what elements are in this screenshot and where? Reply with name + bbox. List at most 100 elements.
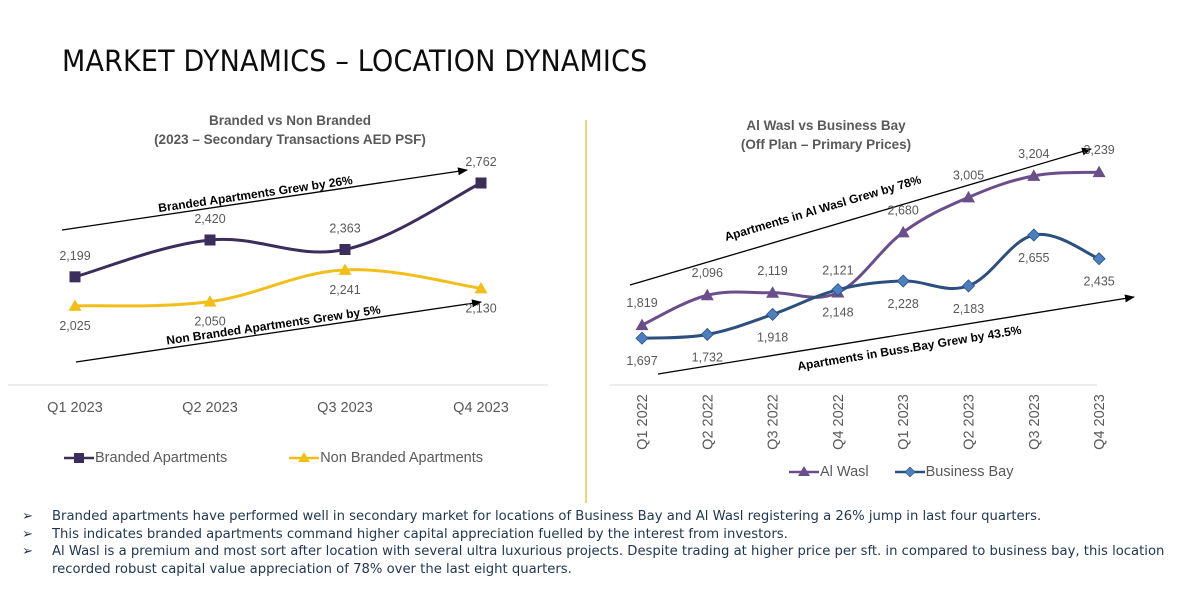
data-label: 3,204	[1018, 147, 1049, 161]
triangle-data-marker	[635, 318, 649, 331]
legend-triangle-marker-icon	[289, 451, 320, 465]
legend-square-marker-icon	[64, 451, 94, 465]
diamond-data-marker	[1092, 252, 1106, 266]
data-label: 1,918	[757, 330, 788, 344]
chart-branded-vs-non-branded: Branded Apartments Grew by 26%Non Brande…	[8, 155, 548, 416]
diamond-data-marker	[766, 307, 780, 321]
square-data-marker	[339, 244, 351, 255]
x-tick-label: Q2 2023	[962, 394, 978, 450]
series-line-branded-apartments	[74, 181, 482, 279]
insight-text: Branded apartments have performed well i…	[52, 509, 1042, 524]
diamond-data-marker	[1027, 228, 1041, 242]
annotation-business-bay-growth: Apartments in Buss.Bay Grew by 43.5%	[796, 323, 1022, 374]
x-tick-label: Q2 2022	[700, 394, 716, 450]
triangle-data-marker	[700, 288, 714, 301]
triangle-data-marker	[338, 263, 352, 275]
x-tick-label: Q1 2022	[635, 394, 651, 450]
diamond-data-marker	[961, 279, 976, 293]
data-label: 2,420	[194, 212, 225, 226]
section-divider	[585, 120, 587, 503]
data-label: 3,239	[1083, 143, 1114, 157]
insight-text: This indicates branded apartments comman…	[52, 526, 788, 542]
legend-item-business-bay: Business Bay	[894, 464, 1014, 480]
x-tick-label: Q2 2023	[182, 400, 238, 416]
data-label: 2,183	[953, 302, 984, 316]
data-label: 2,119	[757, 264, 787, 278]
x-tick-label: Q3 2022	[766, 394, 782, 450]
chart-2-legend: Al Wasl Business Bay	[789, 464, 1013, 480]
chart-1-title-block: Branded vs Non Branded (2023 – Secondary…	[140, 111, 440, 149]
x-tick-label: Q4 2022	[831, 394, 847, 450]
growth-arrow-business-bay	[657, 294, 1135, 375]
legend-diamond-marker-icon	[894, 465, 925, 479]
data-label: 1,732	[692, 350, 723, 364]
x-tick-label: Q1 2023	[896, 394, 912, 450]
data-label: 2,762	[465, 155, 496, 169]
insight-item: ➢ Al Wasl is a premium and most sort aft…	[22, 543, 1182, 578]
triangle-data-marker	[766, 286, 780, 298]
insight-item: ➢ This indicates branded apartments comm…	[22, 526, 1182, 544]
x-tick-label: Q3 2023	[317, 400, 373, 416]
data-label: 1,697	[626, 354, 657, 368]
data-label: 2,130	[465, 301, 496, 315]
chart-2-title: Al Wasl vs Business Bay	[746, 118, 906, 133]
series-line-al-wasl	[641, 170, 1100, 327]
triangle-data-marker	[474, 281, 488, 294]
chart-1-title: Branded vs Non Branded	[208, 113, 372, 128]
chart-alwasl-vs-business-bay: Apartments in Al Wasl Grew by 78%Apartme…	[610, 143, 1135, 450]
diamond-data-marker	[831, 283, 845, 297]
chart-2-title-block: Al Wasl vs Business Bay (Off Plan – Prim…	[676, 116, 976, 154]
diamond-data-marker	[635, 331, 649, 345]
data-label: 2,096	[692, 266, 723, 280]
data-label: 2,228	[888, 297, 919, 311]
square-data-marker	[475, 177, 487, 189]
data-label: 2,199	[59, 249, 90, 263]
data-label: 2,363	[329, 222, 360, 236]
legend-triangle-marker-icon	[789, 465, 819, 479]
data-label: 2,435	[1083, 275, 1114, 289]
chart-2-subtitle: (Off Plan – Primary Prices)	[740, 137, 912, 152]
triangle-data-marker	[896, 225, 910, 238]
legend-label-non-branded: Non Branded Apartments	[320, 450, 484, 466]
series-line-non-branded-apartments	[74, 268, 482, 308]
insight-item: ➢ Branded apartments have performed well…	[22, 508, 1182, 526]
data-label: 2,025	[59, 319, 90, 333]
data-label: 3,005	[953, 168, 984, 182]
growth-arrow-branded	[61, 167, 468, 231]
growth-arrow-al-wasl	[629, 147, 1092, 286]
growth-arrow-non-branded	[75, 299, 482, 363]
chart-1-legend: Branded Apartments Non Branded Apartment…	[64, 450, 483, 466]
data-label: 2,680	[888, 203, 919, 217]
legend-label-business-bay: Business Bay	[925, 464, 1014, 480]
legend-label-al-wasl: Al Wasl	[820, 464, 869, 480]
x-tick-label: Q4 2023	[453, 400, 509, 416]
legend-item-al-wasl: Al Wasl	[789, 464, 869, 480]
arrow-bullet-icon: ➢	[22, 509, 34, 524]
annotation-branded-growth: Branded Apartments Grew by 26%	[157, 173, 354, 215]
triangle-data-marker	[1027, 169, 1041, 181]
page-title: MARKET DYNAMICS – LOCATION DYNAMICS	[62, 44, 648, 78]
data-label: 2,241	[329, 283, 360, 297]
diamond-data-marker	[700, 327, 714, 342]
insights-list: ➢ Branded apartments have performed well…	[22, 508, 1182, 578]
x-tick-label: Q1 2023	[47, 400, 103, 416]
chart-1-subtitle: (2023 – Secondary Transactions AED PSF)	[154, 132, 426, 147]
legend-item-non-branded: Non Branded Apartments	[289, 450, 483, 466]
data-label: 1,819	[626, 296, 657, 310]
x-tick-label: Q4 2023	[1092, 394, 1108, 450]
data-label: 2,655	[1018, 251, 1049, 265]
triangle-data-marker	[203, 295, 217, 307]
arrow-bullet-icon: ➢	[22, 544, 34, 559]
triangle-data-marker	[68, 299, 82, 311]
legend-item-branded: Branded Apartments	[64, 450, 227, 466]
data-label: 2,121	[822, 264, 853, 278]
triangle-data-marker	[1092, 165, 1106, 178]
diamond-data-marker	[896, 274, 910, 288]
arrow-bullet-icon: ➢	[22, 526, 34, 542]
insight-text: Al Wasl is a premium and most sort after…	[52, 544, 1165, 577]
triangle-data-marker	[962, 190, 975, 203]
series-line-business-bay	[641, 232, 1100, 340]
x-tick-label: Q3 2023	[1027, 394, 1043, 450]
data-label: 2,050	[194, 315, 225, 329]
